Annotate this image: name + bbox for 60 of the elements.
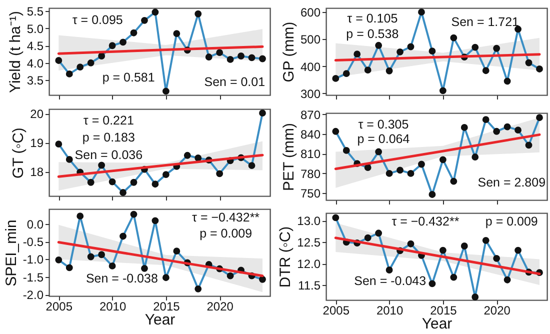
y-tick-label: -2.0 [22, 288, 44, 302]
y-tick-label: 12.0 [297, 257, 321, 272]
y-tick-label: 13.0 [297, 214, 321, 228]
y-tick-label: 810 [300, 147, 321, 162]
y-axis-title: GP (mm) [280, 22, 298, 82]
y-tick-label: 4.5 [26, 39, 44, 54]
y-tick-label: 3.5 [26, 74, 44, 88]
annotation: τ = 0.095 [72, 13, 123, 28]
annotation: p = 0.009 [485, 214, 538, 229]
y-tick-label: 12.5 [297, 236, 321, 250]
y-tick-label: 11.5 [298, 278, 321, 292]
y-tick-label: 20 [30, 107, 44, 122]
annotation: Sen = 0.036 [74, 148, 143, 162]
annotation: Sen = 0.01 [204, 74, 266, 89]
y-tick-label: 780 [300, 166, 321, 181]
x-tick-label: 2005 [46, 300, 73, 314]
x-tick-label: 2015 [153, 300, 180, 314]
annotation: Sen = 1.721 [451, 14, 520, 29]
x-axis-title: Year [144, 312, 176, 328]
y-axis-title: PET (mm) [280, 122, 298, 192]
x-tick-label: 2020 [484, 304, 511, 318]
y-axis-title: SPEI_min [2, 220, 20, 286]
annotation: p = 0.538 [346, 27, 399, 42]
x-axis-title: Year [422, 316, 452, 332]
y-tick-label: 4.0 [26, 56, 44, 70]
y-tick-label: 0.0 [26, 217, 44, 232]
x-tick-label: 2020 [206, 300, 234, 314]
annotation: Sen = -0.043 [354, 274, 426, 288]
y-tick-label: 600 [300, 6, 321, 20]
annotation: p = 0.064 [357, 132, 410, 146]
y-tick-label: 18 [30, 165, 44, 180]
y-axis-title: Yield (t ha⁻¹) [6, 11, 24, 93]
y-tick-label: -0.5 [22, 235, 44, 250]
x-tick-label: 2005 [322, 304, 350, 318]
y-tick-label: 400 [300, 60, 321, 74]
annotation: p = 0.581 [102, 70, 155, 85]
y-tick-label: 840 [300, 128, 321, 142]
y-tick-label: 19 [30, 136, 44, 150]
annotation: Sen = -0.038 [86, 272, 158, 286]
annotation: τ = −0.432** [192, 210, 260, 225]
y-tick-label: 870 [300, 108, 321, 122]
y-tick-label: 5.0 [26, 22, 44, 36]
y-tick-label: 5.5 [26, 4, 44, 19]
annotation: p = 0.183 [82, 130, 135, 145]
y-axis-title: DTR (◦C) [277, 226, 294, 288]
annotation: τ = 0.305 [358, 117, 409, 132]
annotation: τ = 0.221 [83, 113, 134, 128]
y-tick-label: 500 [300, 32, 321, 47]
x-tick-label: 2010 [99, 300, 126, 314]
annotation: p = 0.009 [200, 226, 252, 240]
annotation: τ = 0.105 [347, 11, 398, 26]
y-tick-label: -1.5 [22, 270, 44, 284]
annotation: τ = −0.432** [392, 214, 460, 229]
y-tick-label: 750 [300, 186, 321, 201]
annotation: Sen = 2.809 [478, 176, 546, 190]
y-tick-label: -1.0 [22, 252, 44, 267]
y-tick-label: 300 [300, 86, 321, 101]
x-tick-label: 2015 [430, 304, 458, 318]
y-axis-title: GT (◦C) [10, 128, 28, 178]
x-tick-label: 2010 [376, 304, 404, 318]
